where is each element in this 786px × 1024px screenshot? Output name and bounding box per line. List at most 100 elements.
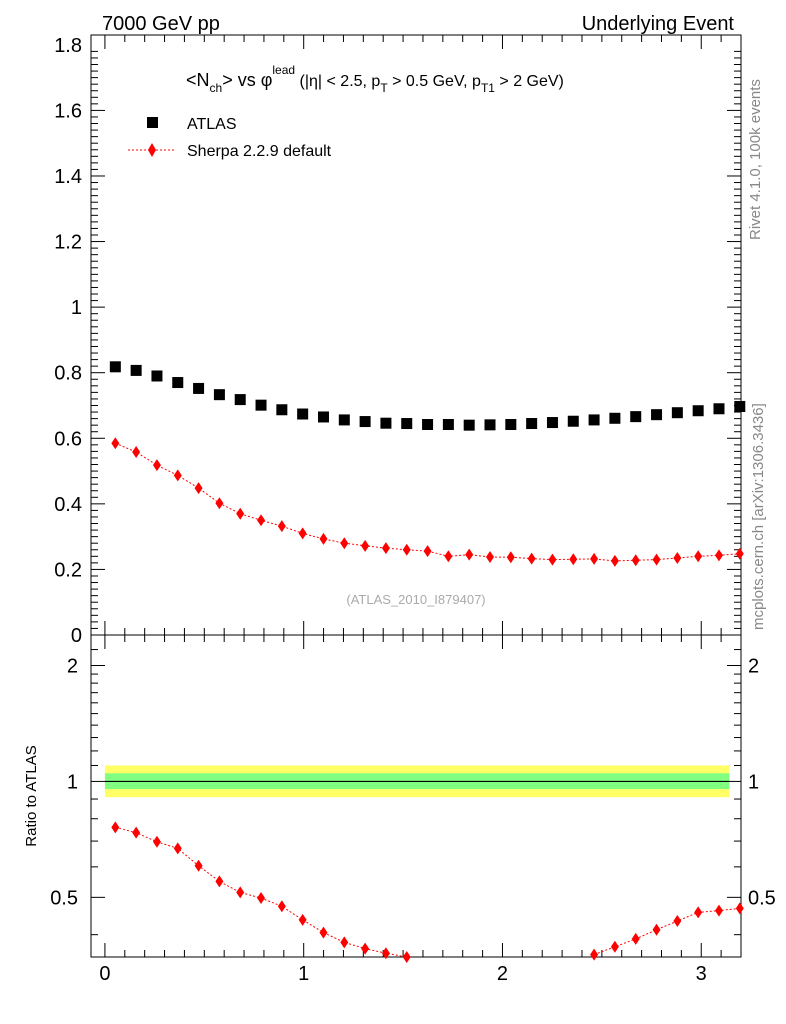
atlas-point: [442, 419, 454, 431]
ratio-y-tick-label: 0.5: [50, 887, 78, 909]
ratio-y-tick-label: 2: [67, 655, 78, 677]
atlas-point: [276, 404, 288, 416]
atlas-point: [255, 399, 267, 411]
sherpa-point: [277, 520, 286, 533]
atlas-point: [588, 414, 600, 426]
atlas-point: [213, 389, 225, 401]
sherpa-point: [340, 537, 349, 550]
header-process: Underlying Event: [582, 13, 735, 35]
y-tick-label: 0.4: [54, 494, 82, 516]
atlas-point: [713, 403, 725, 415]
atlas-point: [671, 407, 683, 419]
atlas-point: [193, 382, 205, 394]
ratio-point: [298, 913, 307, 926]
atlas-point: [130, 364, 142, 376]
ratio-axis-ticks: [91, 649, 741, 936]
atlas-point: [526, 418, 538, 430]
analysis-reference: (ATLAS_2010_I879407): [346, 592, 485, 607]
ratio-y-tick-label: 1: [67, 771, 78, 793]
sherpa-point: [527, 552, 536, 565]
legend-sherpa-label: Sherpa 2.2.9 default: [187, 143, 332, 160]
y-tick-label: 1.6: [54, 100, 82, 122]
ratio-y-tick-label: 0.5: [748, 887, 776, 909]
atlas-point: [172, 377, 184, 389]
sherpa-point: [652, 553, 661, 566]
atlas-point: [151, 370, 163, 382]
atlas-point: [546, 417, 558, 429]
ratio-point: [277, 900, 286, 913]
ratio-point: [215, 875, 224, 888]
atlas-point: [609, 412, 621, 424]
ratio-point: [631, 932, 640, 945]
ratio-point: [173, 842, 182, 855]
ratio-point: [319, 926, 328, 939]
ratio-point: [257, 892, 266, 905]
sherpa-point: [361, 539, 370, 552]
atlas-point: [463, 419, 475, 431]
mcplots-label: mcplots.cern.ch [arXiv:1306.3436]: [750, 403, 767, 630]
atlas-point: [234, 394, 246, 406]
atlas-point: [484, 419, 496, 431]
sherpa-point: [152, 459, 161, 472]
sherpa-line: [115, 442, 740, 562]
ratio-point: [652, 923, 661, 936]
atlas-point: [422, 419, 434, 431]
legend-sherpa-marker: [148, 143, 156, 157]
sherpa-point: [631, 554, 640, 567]
x-tick-label: 1: [298, 963, 309, 985]
atlas-point: [505, 419, 517, 431]
ratio-y-tick-label: 1: [748, 771, 759, 793]
sherpa-point: [236, 507, 245, 520]
ratio-point: [194, 859, 203, 872]
atlas-point: [567, 415, 579, 427]
ratio-point: [402, 951, 411, 963]
sherpa-point: [735, 547, 744, 560]
ratio-y-tick-labels: 0.5 0.5 1 1 2 2: [50, 655, 776, 909]
ratio-point: [111, 821, 120, 834]
sherpa-point: [486, 550, 495, 563]
y-tick-label: 1.2: [54, 232, 82, 254]
plot-title: <Nch> vs φlead (|η| < 2.5, pT > 0.5 GeV,…: [186, 63, 564, 95]
ratio-point: [610, 940, 619, 953]
header-collision: 7000 GeV pp: [102, 13, 220, 35]
legend-atlas-label: ATLAS: [187, 116, 237, 133]
sherpa-point: [673, 551, 682, 564]
ratio-y-axis-label: Ratio to ATLAS: [23, 745, 40, 846]
ratio-point: [381, 947, 390, 960]
atlas-point: [380, 417, 392, 429]
ratio-point: [694, 906, 703, 919]
ratio-point: [340, 936, 349, 949]
legend-atlas-marker: [147, 117, 158, 128]
atlas-point: [317, 411, 329, 423]
sherpa-point: [465, 548, 474, 561]
y-tick-label: 0.8: [54, 363, 82, 385]
ratio-point: [132, 826, 141, 839]
sherpa-point: [194, 482, 203, 495]
atlas-point: [734, 400, 746, 412]
sherpa-point: [569, 553, 578, 566]
ratio-y-tick-label: 2: [748, 655, 759, 677]
sherpa-point: [173, 469, 182, 482]
sherpa-point: [257, 514, 266, 527]
ratio-point: [714, 904, 723, 917]
atlas-point: [630, 411, 642, 423]
ratio-panel-frame: [90, 634, 742, 958]
atlas-point: [338, 414, 350, 426]
x-tick-label: 2: [497, 963, 508, 985]
x-tick-label: 3: [696, 963, 707, 985]
ratio-point: [236, 886, 245, 899]
atlas-point: [692, 405, 704, 417]
sherpa-point: [215, 497, 224, 510]
sherpa-point: [111, 437, 120, 450]
sherpa-point: [444, 550, 453, 563]
sherpa-point: [402, 543, 411, 556]
sherpa-point: [548, 553, 557, 566]
sherpa-point: [423, 545, 432, 558]
sherpa-point: [298, 527, 307, 540]
atlas-point: [401, 418, 413, 430]
sherpa-point: [132, 446, 141, 459]
y-tick-label: 1.4: [54, 166, 82, 188]
ratio-point: [735, 902, 744, 915]
sherpa-point: [381, 542, 390, 555]
